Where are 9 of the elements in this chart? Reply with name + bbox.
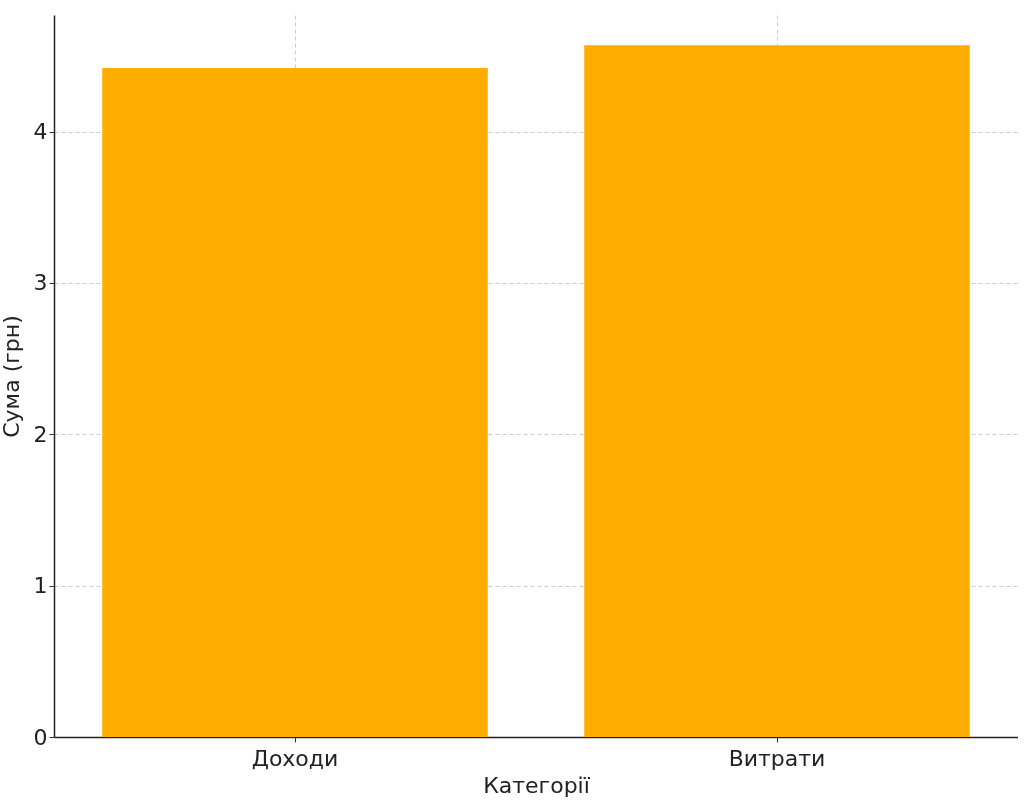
- y-axis-title: Сума (грн): [0, 315, 24, 438]
- x-axis-title: Категорії: [483, 772, 591, 798]
- y-tick-label: 2: [33, 421, 48, 447]
- x-tick-label: Витрати: [728, 745, 826, 771]
- y-tick-label: 3: [33, 270, 48, 296]
- y-tick-label: 1: [33, 573, 48, 599]
- x-tick-label: Доходи: [251, 745, 339, 771]
- y-tick-label: 4: [33, 119, 48, 145]
- y-tick-label: 0: [33, 724, 48, 750]
